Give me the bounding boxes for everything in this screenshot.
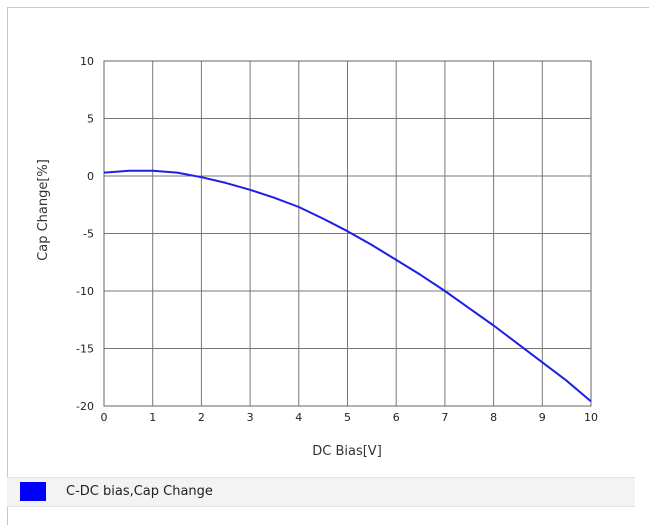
legend — [7, 477, 635, 507]
x-tick-label: 6 — [393, 411, 400, 424]
x-tick-label: 5 — [344, 411, 351, 424]
y-tick-label: -5 — [83, 228, 94, 241]
y-tick-label: -10 — [76, 285, 94, 298]
x-tick-label: 2 — [198, 411, 205, 424]
series-lines — [103, 169, 592, 403]
legend-label: C-DC bias,Cap Change — [66, 484, 213, 499]
y-tick-label: 10 — [80, 55, 94, 68]
y-tick-label: -20 — [76, 400, 94, 413]
legend-swatch — [20, 482, 46, 501]
x-tick-label: 0 — [101, 411, 108, 424]
x-tick-label: 9 — [539, 411, 546, 424]
y-axis-title: Cap Change[%] — [36, 159, 51, 261]
x-tick-label: 3 — [247, 411, 254, 424]
chart-grid — [104, 61, 591, 406]
y-tick-labels: 10 5 0 -5 -10 -15 -20 — [76, 55, 94, 413]
y-tick-label: 5 — [87, 113, 94, 126]
x-tick-labels: 0 1 2 3 4 5 6 7 8 9 10 — [101, 411, 599, 424]
y-tick-label: -15 — [76, 343, 94, 356]
x-tick-label: 8 — [490, 411, 497, 424]
y-tick-label: 0 — [87, 170, 94, 183]
x-tick-label: 7 — [441, 411, 448, 424]
x-axis-title: DC Bias[V] — [312, 444, 382, 459]
x-tick-label: 1 — [149, 411, 156, 424]
x-tick-label: 4 — [295, 411, 302, 424]
series-line — [103, 169, 592, 403]
plot-frame — [103, 60, 592, 407]
x-tick-label: 10 — [584, 411, 598, 424]
